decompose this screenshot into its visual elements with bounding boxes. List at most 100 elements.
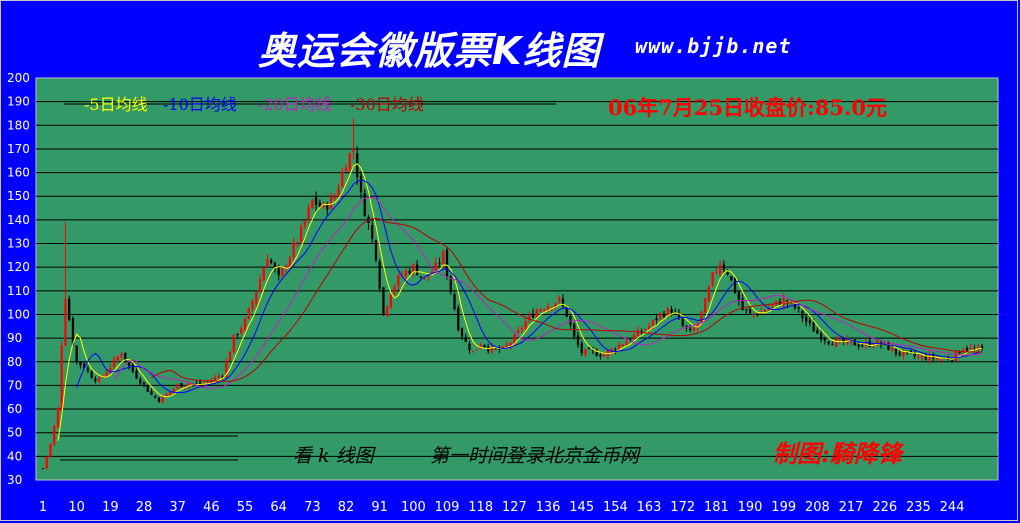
y-tick-label: 200 xyxy=(7,71,30,85)
legend-ma10: -10日均线 xyxy=(163,95,237,114)
candle-body xyxy=(640,331,643,333)
candle-body xyxy=(917,356,920,358)
candle-body xyxy=(950,359,954,361)
y-tick-label: 70 xyxy=(7,378,22,392)
candle-body xyxy=(404,270,408,277)
candle-body xyxy=(195,383,198,385)
candle-body xyxy=(206,381,209,383)
candle-body xyxy=(438,263,441,265)
candle-body xyxy=(681,319,684,326)
candle-body xyxy=(516,330,520,333)
candle-body xyxy=(861,345,864,347)
candle-body xyxy=(356,153,359,177)
candle-body xyxy=(460,328,464,337)
candlesticks xyxy=(41,118,984,471)
candle-body xyxy=(363,193,366,217)
candle-body xyxy=(333,196,336,199)
candle-body xyxy=(786,300,789,304)
x-tick-label: 235 xyxy=(906,500,931,515)
candle-body xyxy=(748,309,752,313)
y-tick-label: 90 xyxy=(7,331,22,345)
candle-body xyxy=(632,334,636,339)
candle-body xyxy=(707,286,711,301)
candle-body xyxy=(228,352,232,361)
candle-body xyxy=(921,355,924,358)
candle-body xyxy=(973,348,976,350)
candle-body xyxy=(883,342,886,344)
candle-body xyxy=(139,379,142,384)
candle-body xyxy=(386,306,389,316)
candle-body xyxy=(124,352,127,361)
candle-body xyxy=(524,321,527,330)
candle-body xyxy=(408,270,411,274)
candle-body xyxy=(689,328,692,331)
candle-body xyxy=(161,395,164,403)
candle-body xyxy=(617,344,621,351)
candle-body xyxy=(378,261,381,290)
footer-text-site: 第一时间登录北京金币网 xyxy=(430,445,642,467)
ma20-line xyxy=(113,196,983,389)
candle-body xyxy=(142,382,146,385)
candle-body xyxy=(909,350,913,353)
candle-body xyxy=(71,318,75,346)
candle-body xyxy=(75,345,78,362)
candle-body xyxy=(292,243,295,258)
candle-body xyxy=(490,346,494,352)
candle-body xyxy=(468,343,471,351)
candle-body xyxy=(221,376,224,378)
x-tick-label: 10 xyxy=(68,500,85,515)
candle-body xyxy=(479,344,482,349)
author-credit: 制图:騎降锋 xyxy=(773,439,905,468)
candle-body xyxy=(53,426,56,446)
candle-body xyxy=(90,371,93,379)
candle-body xyxy=(382,287,385,315)
candle-body xyxy=(797,307,800,309)
candle-body xyxy=(247,308,250,319)
y-tick-label: 60 xyxy=(7,402,22,416)
closing-price-note: 06年7月25日收盘价:85.0元 xyxy=(608,95,887,120)
candle-body xyxy=(969,347,972,350)
candle-body xyxy=(393,286,396,293)
candle-body xyxy=(614,349,617,351)
candle-body xyxy=(531,313,535,318)
x-tick-label: 208 xyxy=(805,500,830,515)
candle-body xyxy=(509,342,512,346)
candle-body xyxy=(442,251,445,264)
candle-body xyxy=(116,356,119,361)
legend-ma20: -20日均线 xyxy=(258,95,332,114)
candle-body xyxy=(700,311,703,323)
candle-body xyxy=(83,363,86,369)
candle-body xyxy=(217,375,220,378)
candle-body xyxy=(711,272,714,286)
x-tick-label: 226 xyxy=(872,500,897,515)
candle-body xyxy=(745,309,748,311)
x-tick-label: 109 xyxy=(435,500,460,515)
x-tick-label: 172 xyxy=(670,500,695,515)
y-tick-label: 40 xyxy=(7,449,22,463)
candle-body xyxy=(427,275,430,277)
x-tick-label: 163 xyxy=(637,500,662,515)
candle-body xyxy=(127,361,131,366)
y-tick-label: 120 xyxy=(7,260,30,274)
candle-body xyxy=(180,383,183,388)
candle-body xyxy=(644,329,647,331)
footer-text-kline: 看 k 线图 xyxy=(293,445,377,467)
candle-body xyxy=(659,313,662,319)
candle-body xyxy=(457,307,460,331)
candle-body xyxy=(415,264,419,276)
y-tick-label: 100 xyxy=(7,307,30,321)
candle-body xyxy=(318,202,321,207)
candle-body xyxy=(588,347,591,349)
ma30-line xyxy=(151,217,983,382)
candle-body xyxy=(494,348,497,350)
x-tick-label: 217 xyxy=(839,500,864,515)
candle-body xyxy=(947,359,950,361)
candle-body xyxy=(41,468,45,470)
candle-body xyxy=(625,341,628,346)
chart-title: 奥运会徽版票K线图 xyxy=(258,29,601,73)
candle-body xyxy=(939,359,942,361)
candle-body xyxy=(266,259,269,267)
y-tick-label: 140 xyxy=(7,213,30,227)
candle-body xyxy=(752,313,755,315)
